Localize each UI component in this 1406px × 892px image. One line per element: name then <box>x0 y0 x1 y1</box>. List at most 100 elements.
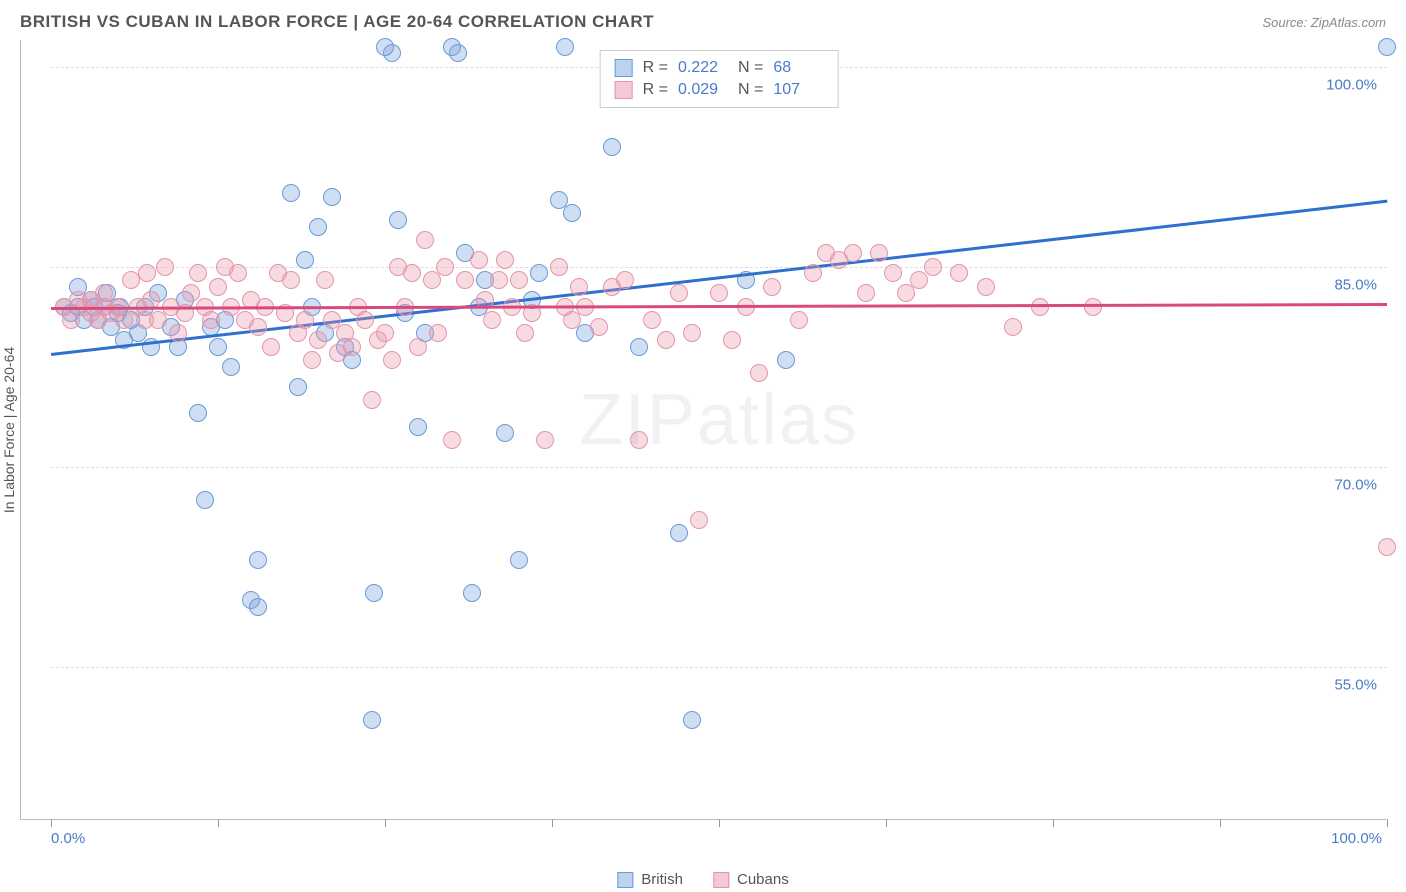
legend-swatch-british <box>615 59 633 77</box>
data-point <box>510 271 528 289</box>
data-point <box>483 311 501 329</box>
gridline <box>51 467 1387 468</box>
data-point <box>530 264 548 282</box>
data-point <box>470 251 488 269</box>
y-tick-label: 100.0% <box>1326 76 1377 93</box>
n-value-cubans: 107 <box>773 81 823 99</box>
x-tick <box>552 819 553 827</box>
correlation-legend: R = 0.222 N = 68 R = 0.029 N = 107 <box>600 50 839 108</box>
data-point <box>363 391 381 409</box>
data-point <box>62 311 80 329</box>
data-point <box>262 338 280 356</box>
source-attribution: Source: ZipAtlas.com <box>1262 15 1386 30</box>
data-point <box>138 264 156 282</box>
data-point <box>389 211 407 229</box>
data-point <box>115 311 133 329</box>
data-point <box>249 598 267 616</box>
legend-item-british: British <box>617 871 683 888</box>
legend-label: British <box>641 871 683 888</box>
data-point <box>363 711 381 729</box>
data-point <box>376 38 394 56</box>
data-point <box>570 278 588 296</box>
data-point <box>343 338 361 356</box>
legend-row-british: R = 0.222 N = 68 <box>615 57 824 79</box>
data-point <box>383 351 401 369</box>
data-point <box>496 251 514 269</box>
x-tick-min: 0.0% <box>51 830 85 847</box>
data-point <box>282 184 300 202</box>
data-point <box>723 331 741 349</box>
data-point <box>436 258 454 276</box>
data-point <box>750 364 768 382</box>
legend-label: Cubans <box>737 871 789 888</box>
data-point <box>376 324 394 342</box>
data-point <box>910 271 928 289</box>
data-point <box>316 271 334 289</box>
data-point <box>790 311 808 329</box>
data-point <box>710 284 728 302</box>
data-point <box>556 38 574 56</box>
y-tick-label: 85.0% <box>1334 276 1377 293</box>
x-tick <box>218 819 219 827</box>
data-point <box>443 431 461 449</box>
y-axis-label: In Labor Force | Age 20-64 <box>1 346 17 512</box>
data-point <box>670 524 688 542</box>
data-point <box>804 264 822 282</box>
data-point <box>643 311 661 329</box>
data-point <box>249 551 267 569</box>
data-point <box>630 431 648 449</box>
r-value-british: 0.222 <box>678 59 728 77</box>
data-point <box>289 378 307 396</box>
data-point <box>365 584 383 602</box>
data-point <box>156 258 174 276</box>
data-point <box>409 418 427 436</box>
x-tick <box>385 819 386 827</box>
legend-swatch-icon <box>713 872 729 888</box>
data-point <box>356 311 374 329</box>
data-point <box>1004 318 1022 336</box>
data-point <box>630 338 648 356</box>
data-point <box>616 271 634 289</box>
chart-title: BRITISH VS CUBAN IN LABOR FORCE | AGE 20… <box>20 12 654 32</box>
data-point <box>490 271 508 289</box>
data-point <box>950 264 968 282</box>
n-value-british: 68 <box>773 59 823 77</box>
data-point <box>603 138 621 156</box>
data-point <box>516 324 534 342</box>
data-point <box>1378 38 1396 56</box>
data-point <box>563 204 581 222</box>
data-point <box>844 244 862 262</box>
data-point <box>309 331 327 349</box>
x-tick <box>51 819 52 827</box>
x-tick <box>719 819 720 827</box>
data-point <box>1378 538 1396 556</box>
data-point <box>429 324 447 342</box>
data-point <box>249 318 267 336</box>
x-tick <box>886 819 887 827</box>
x-tick <box>1220 819 1221 827</box>
series-legend: British Cubans <box>617 871 788 888</box>
data-point <box>209 338 227 356</box>
x-tick <box>1387 819 1388 827</box>
data-point <box>870 244 888 262</box>
data-point <box>309 218 327 236</box>
data-point <box>296 251 314 269</box>
data-point <box>510 551 528 569</box>
data-point <box>590 318 608 336</box>
data-point <box>323 188 341 206</box>
data-point <box>409 338 427 356</box>
data-point <box>169 324 187 342</box>
r-value-cubans: 0.029 <box>678 81 728 99</box>
data-point <box>496 424 514 442</box>
data-point <box>897 284 915 302</box>
x-tick-max: 100.0% <box>1331 830 1382 847</box>
legend-swatch-icon <box>617 872 633 888</box>
data-point <box>449 44 467 62</box>
x-tick <box>1053 819 1054 827</box>
chart-header: BRITISH VS CUBAN IN LABOR FORCE | AGE 20… <box>0 0 1406 40</box>
data-point <box>690 511 708 529</box>
data-point <box>683 324 701 342</box>
data-point <box>209 278 227 296</box>
data-point <box>416 231 434 249</box>
data-point <box>303 351 321 369</box>
